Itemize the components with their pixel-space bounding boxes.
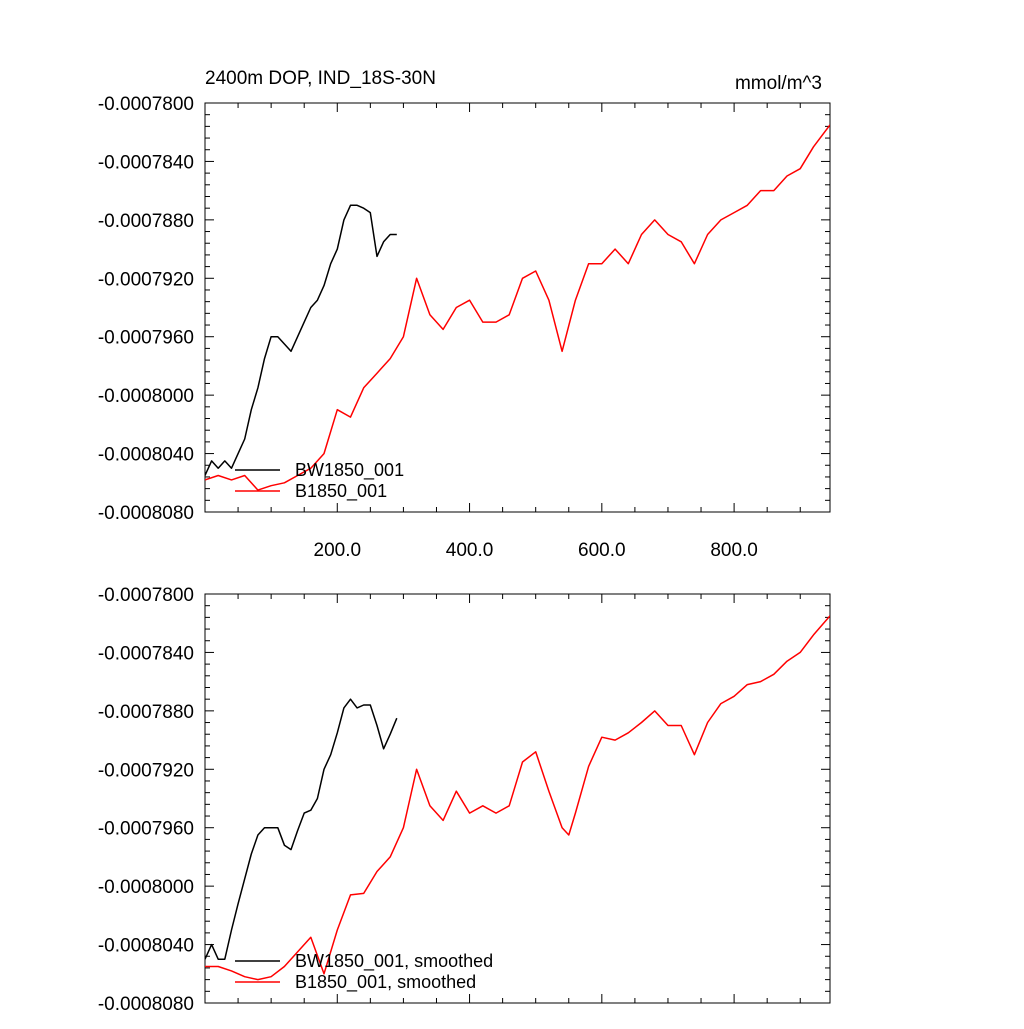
legend-label-2: B1850_001, smoothed: [295, 972, 476, 993]
plot-frame: [204, 593, 831, 1004]
legend-label-1: BW1850_001, smoothed: [295, 951, 493, 972]
chart-panel-1: -0.0007800 -0.0007840 -0.0007880 -0.0007920…: [98, 68, 831, 561]
chart-title: 2400m DOP, IND_18S-30N: [205, 68, 436, 89]
y-tick-label: -0.0008000: [98, 877, 194, 898]
series-line-2: [205, 615, 830, 981]
chart-panel-2: -0.0007800 -0.0007840 -0.0007880 -0.0007920…: [98, 585, 831, 1015]
legend-label-1: BW1850_001: [295, 460, 404, 481]
units-label: mmol/m^3: [735, 73, 822, 94]
y-tick-label: -0.0008000: [98, 386, 194, 407]
y-tick-label: -0.0007960: [98, 328, 194, 349]
legend-label-2: B1850_001: [295, 481, 387, 502]
x-tick-label: 800.0: [710, 540, 758, 561]
y-tick-label: -0.0007960: [98, 819, 194, 840]
y-tick-label: -0.0007840: [98, 643, 194, 664]
y-tick-label: -0.0007840: [98, 152, 194, 173]
y-tick-label: -0.0007800: [98, 585, 194, 606]
x-tick-label: 400.0: [446, 540, 494, 561]
y-tick-label: -0.0007800: [98, 94, 194, 115]
plot-frame: [204, 102, 831, 513]
series-line-2: [205, 124, 830, 491]
x-tick-label: 200.0: [314, 540, 362, 561]
x-tick-label: 600.0: [578, 540, 626, 561]
y-tick-label: -0.0008080: [98, 994, 194, 1015]
y-tick-label: -0.0007880: [98, 211, 194, 232]
y-tick-label: -0.0007920: [98, 760, 194, 781]
y-tick-label: -0.0008040: [98, 445, 194, 466]
series-line-1: [205, 204, 397, 476]
y-tick-label: -0.0008040: [98, 936, 194, 957]
y-tick-label: -0.0007880: [98, 702, 194, 723]
y-tick-label: -0.0007920: [98, 269, 194, 290]
y-tick-label: -0.0008080: [98, 503, 194, 524]
series-line-1: [205, 698, 398, 960]
